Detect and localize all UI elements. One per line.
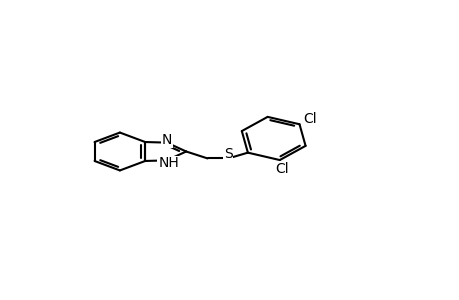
- Text: Cl: Cl: [302, 112, 316, 126]
- Text: NH: NH: [158, 156, 179, 170]
- Text: N: N: [161, 133, 172, 147]
- Text: S: S: [224, 147, 232, 161]
- Text: Cl: Cl: [275, 162, 288, 176]
